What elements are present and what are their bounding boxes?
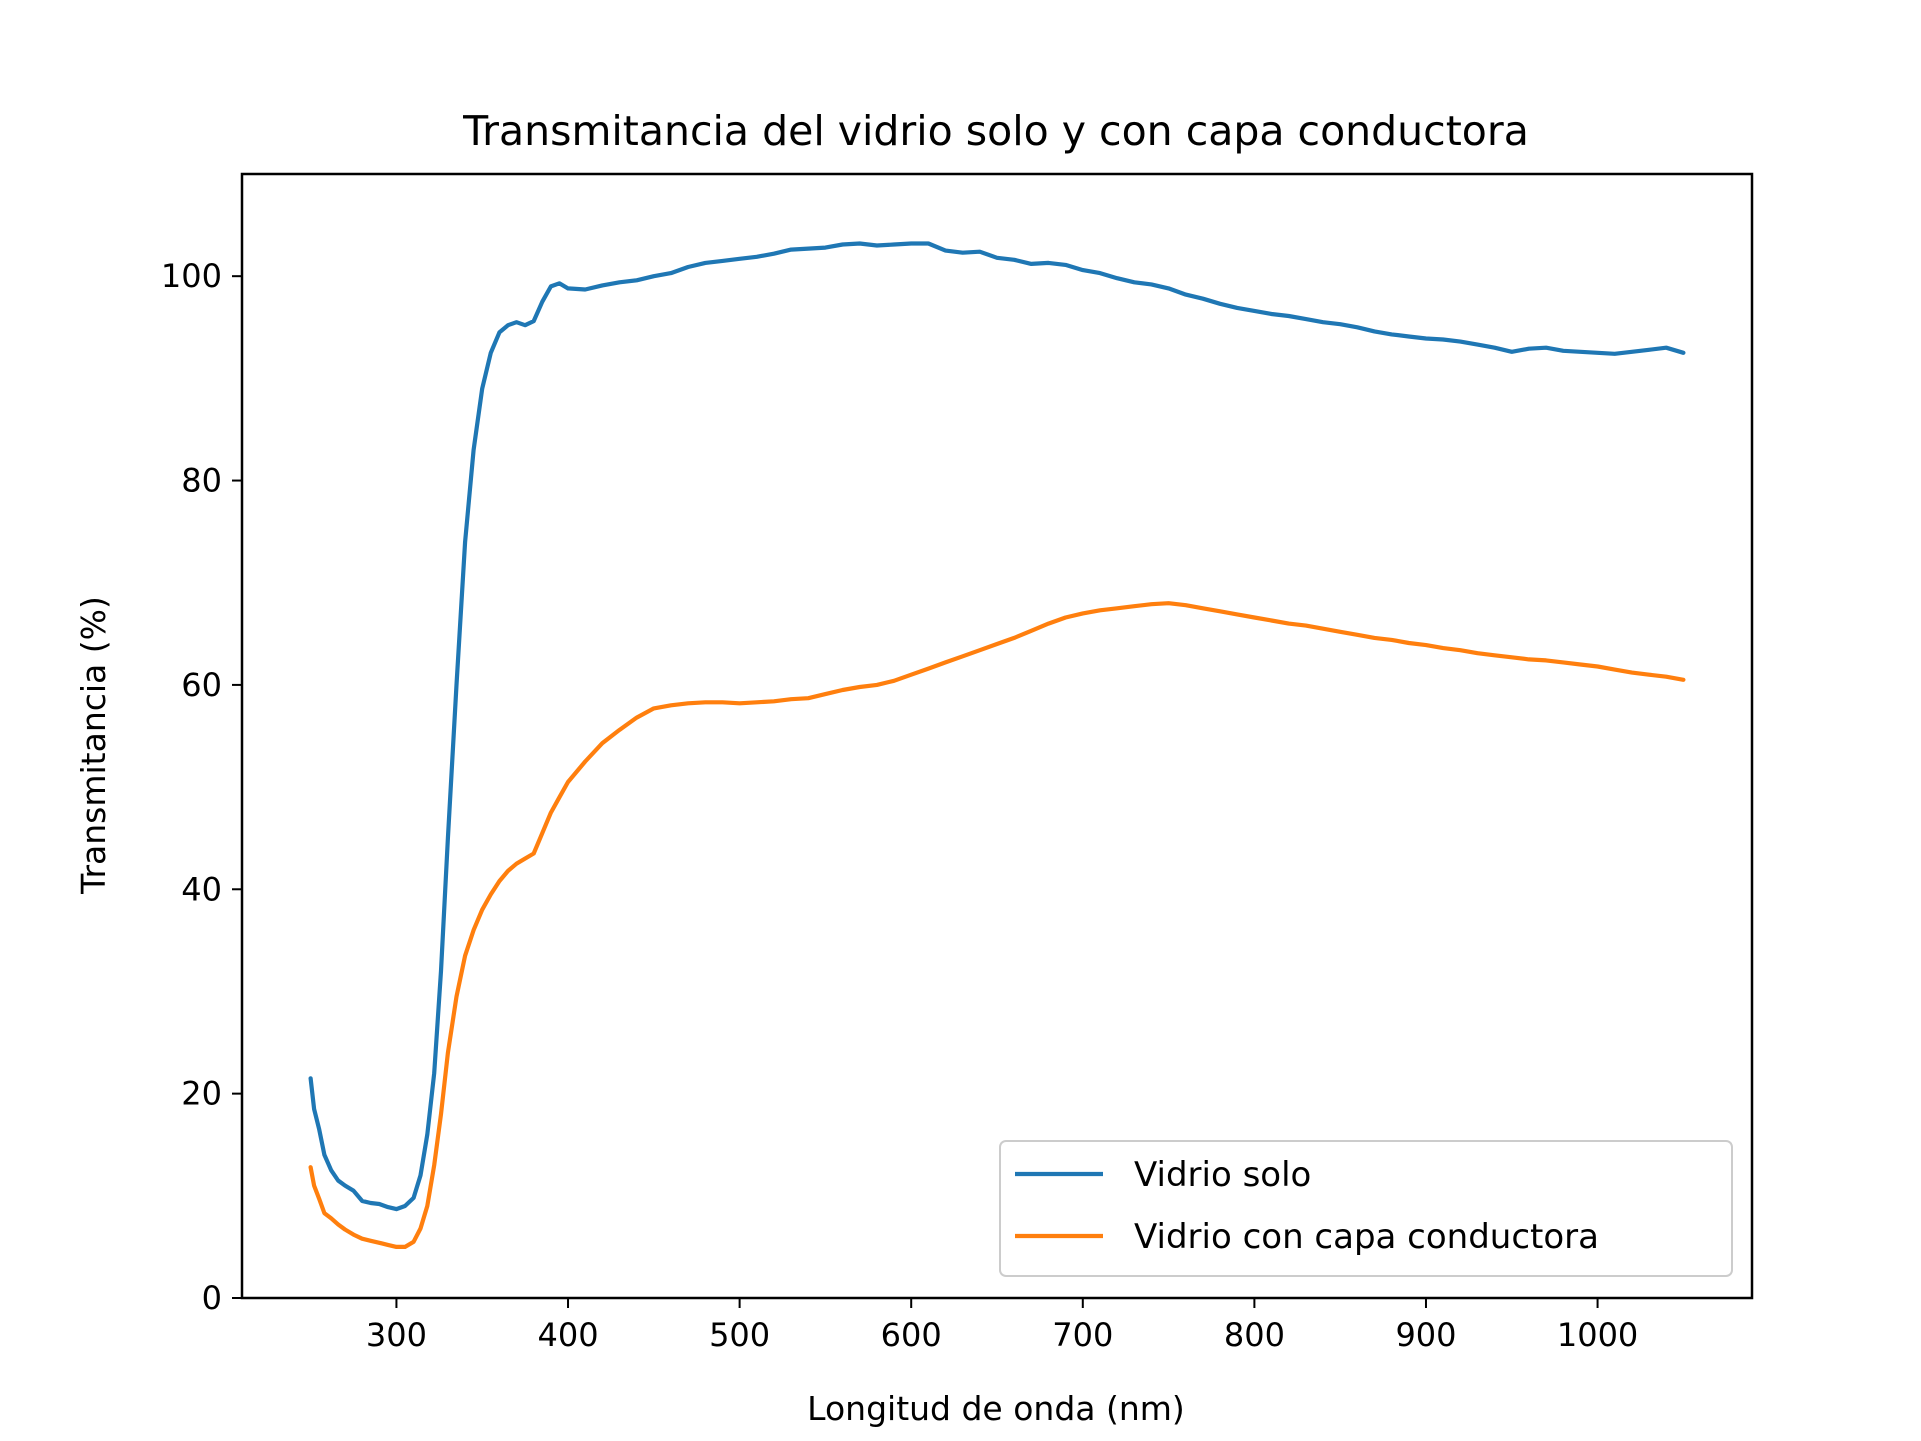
chart-title: Transmitancia del vidrio solo y con capa… <box>462 107 1529 155</box>
y-axis-label: Transmitancia (%) <box>74 596 113 895</box>
x-tick-label: 900 <box>1395 1316 1456 1354</box>
y-tick-label: 100 <box>161 257 222 295</box>
plot-area <box>308 241 1686 1250</box>
y-tick-label: 80 <box>181 462 222 500</box>
x-tick-label: 800 <box>1224 1316 1285 1354</box>
legend-box <box>999 1140 1733 1277</box>
series-line-1 <box>308 241 1686 1212</box>
x-tick-label: 300 <box>366 1316 427 1354</box>
x-tick-label: 1000 <box>1557 1316 1638 1354</box>
axes-frame <box>240 172 1754 1300</box>
y-axis: 0 20 40 60 80 100 <box>161 257 242 1317</box>
x-tick-label: 600 <box>881 1316 942 1354</box>
x-tick-label: 700 <box>1052 1316 1113 1354</box>
x-tick-label: 500 <box>709 1316 770 1354</box>
legend: Vidrio solo Vidrio con capa conductora <box>999 1140 1733 1277</box>
y-tick-label: 0 <box>202 1279 222 1317</box>
y-tick-label: 20 <box>181 1075 222 1113</box>
x-tick-label: 400 <box>537 1316 598 1354</box>
y-tick-label: 40 <box>181 870 222 908</box>
x-axis-label: Longitud de onda (nm) <box>807 1389 1185 1428</box>
x-axis: 300 400 500 600 700 800 900 1000 <box>366 1298 1638 1354</box>
y-tick-label: 60 <box>181 666 222 704</box>
legend-label-2: Vidrio con capa conductora <box>1134 1217 1599 1257</box>
legend-label-1: Vidrio solo <box>1134 1155 1311 1195</box>
series-line-2 <box>308 601 1686 1250</box>
